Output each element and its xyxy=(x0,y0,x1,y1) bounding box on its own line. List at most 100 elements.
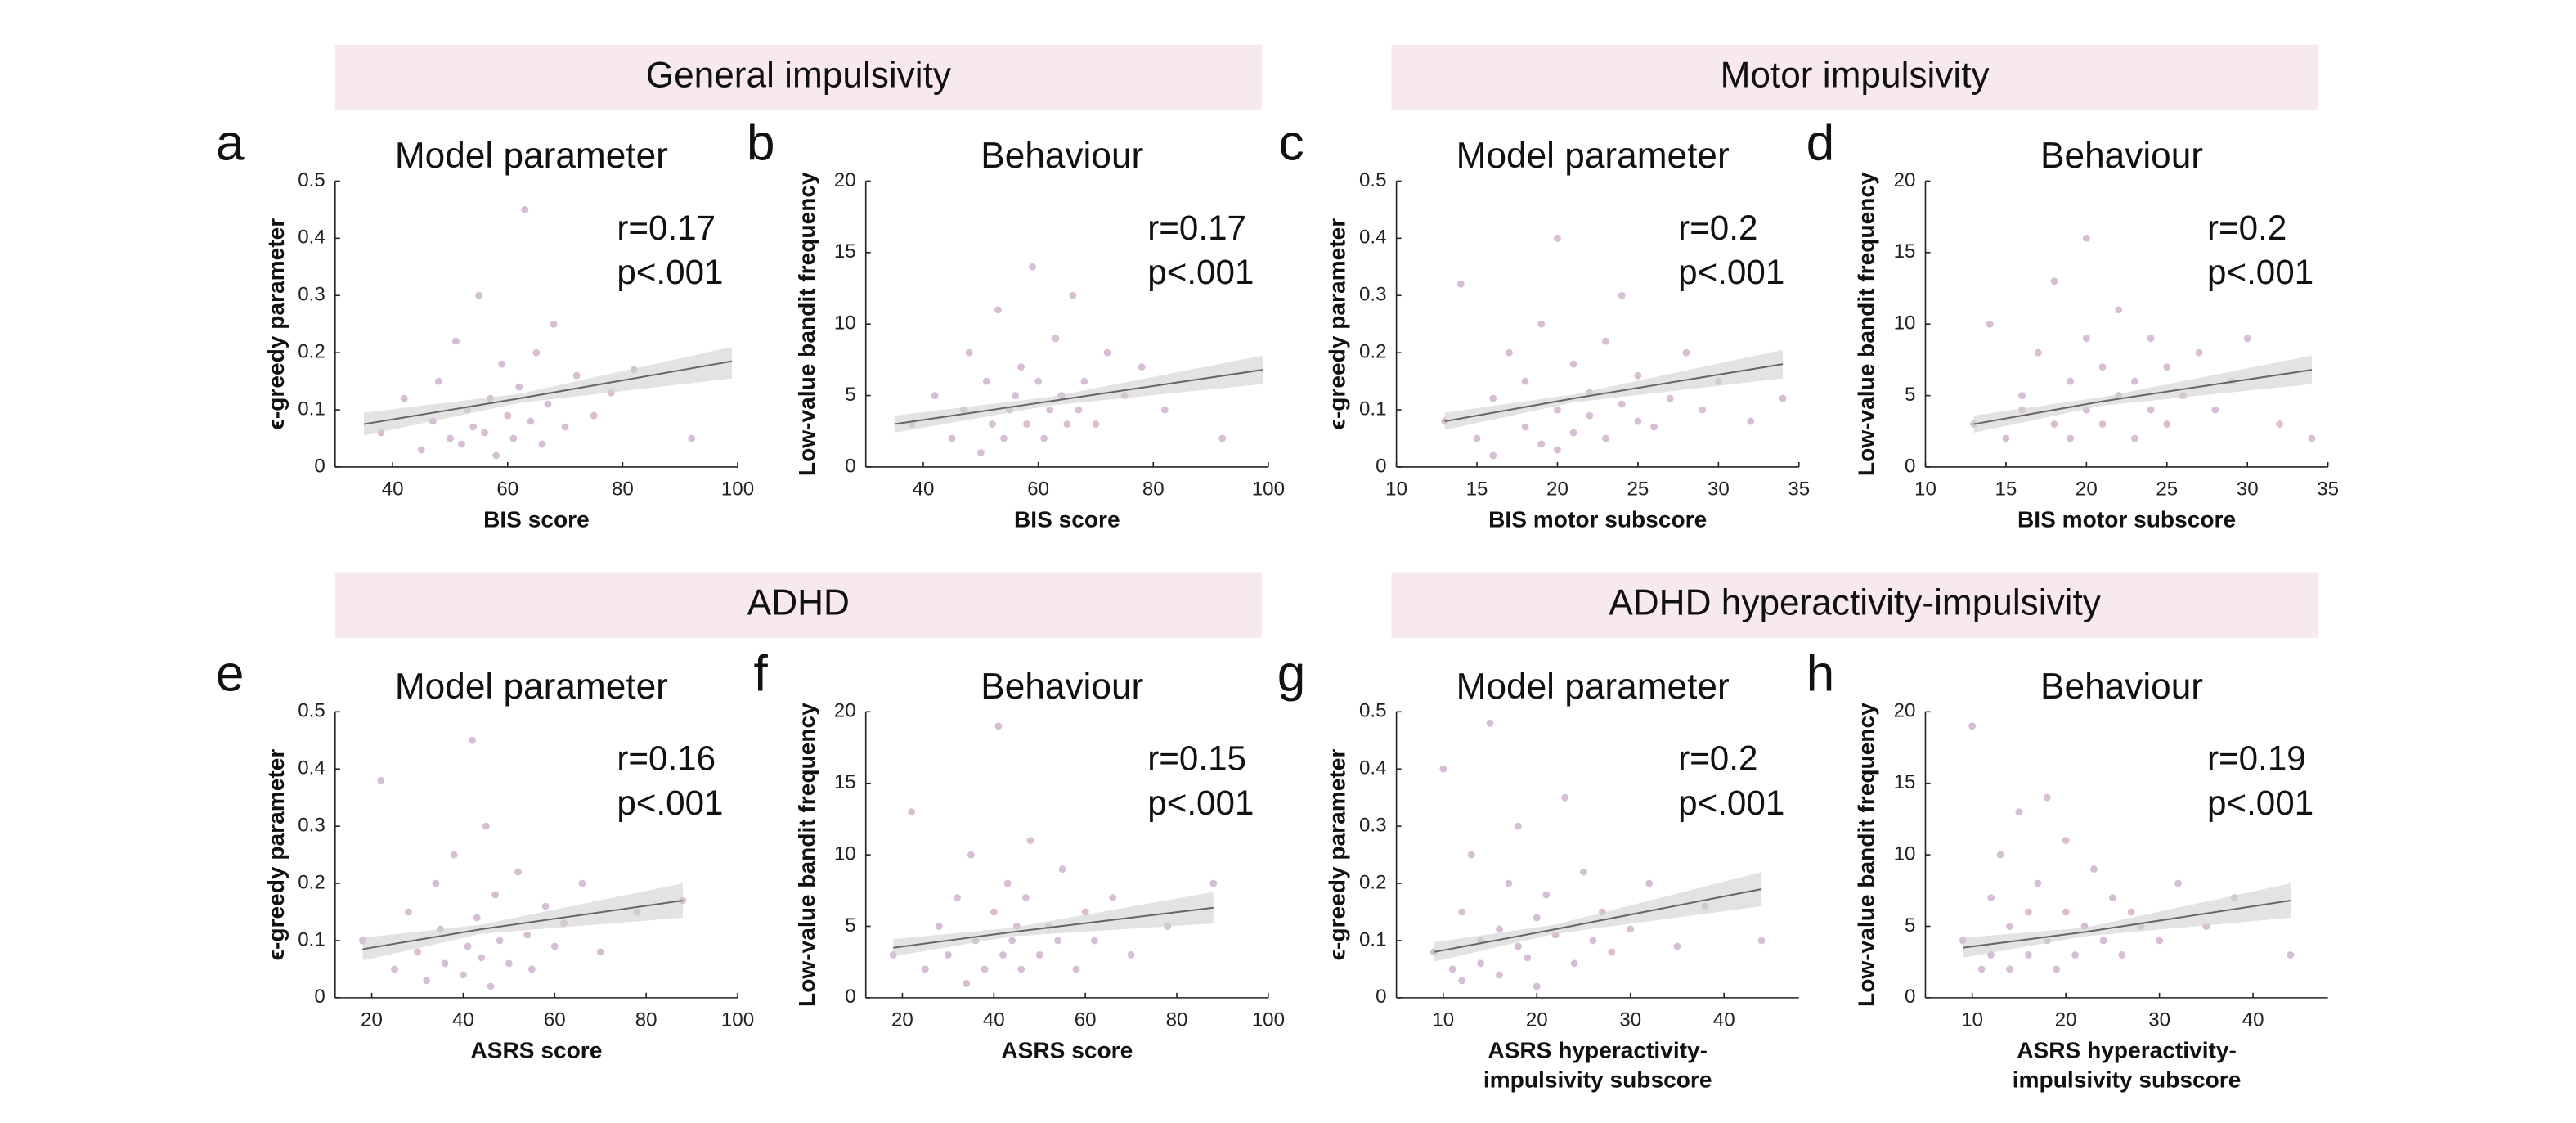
annotation: p<.001 xyxy=(617,784,723,822)
data-point xyxy=(1554,446,1561,454)
data-point xyxy=(2163,363,2171,371)
data-point xyxy=(1521,377,1529,385)
data-point xyxy=(1138,363,1146,371)
data-point xyxy=(1477,959,1485,968)
data-point xyxy=(460,971,467,979)
data-point xyxy=(1069,291,1077,299)
data-point xyxy=(2024,951,2032,959)
y-axis-label: Low-value bandit frequency xyxy=(794,703,819,1007)
y-tick-label: 5 xyxy=(1905,914,1915,937)
data-point xyxy=(572,371,581,380)
data-point xyxy=(1052,335,1060,343)
panel-letter: d xyxy=(1806,115,1835,172)
data-point xyxy=(1586,411,1594,420)
data-point xyxy=(1561,793,1569,802)
x-tick-label: 20 xyxy=(361,1008,383,1031)
data-point xyxy=(521,205,529,213)
data-point xyxy=(391,965,398,973)
annotation: p<.001 xyxy=(1147,784,1254,822)
data-point xyxy=(1081,908,1089,916)
x-tick-label: 30 xyxy=(2148,1008,2170,1031)
y-tick-label: 0 xyxy=(314,986,325,1008)
x-tick-label: 60 xyxy=(1027,478,1049,500)
confidence-band xyxy=(893,892,1214,957)
x-tick-label: 20 xyxy=(1546,478,1568,500)
panel-title: Model parameter xyxy=(395,667,668,707)
data-point xyxy=(538,440,546,448)
data-point xyxy=(1570,959,1578,968)
y-tick-label: 0.3 xyxy=(298,284,325,306)
data-point xyxy=(2053,965,2061,973)
data-point xyxy=(2287,951,2295,959)
x-tick-label: 60 xyxy=(544,1008,566,1031)
annotation: r=0.16 xyxy=(617,739,716,778)
data-point xyxy=(1496,971,1503,979)
confidence-band xyxy=(1444,349,1784,430)
data-point xyxy=(504,411,512,420)
x-tick-label: 35 xyxy=(1788,478,1810,500)
data-point xyxy=(2018,392,2026,400)
panel-letter: a xyxy=(216,115,245,172)
x-tick-label: 40 xyxy=(382,478,404,500)
y-tick-label: 0.4 xyxy=(298,757,325,779)
panel-letter: h xyxy=(1806,646,1835,703)
y-axis-label: ϵ-greedy parameter xyxy=(263,749,289,961)
data-point xyxy=(482,822,490,830)
data-point xyxy=(1040,434,1048,442)
data-point xyxy=(981,965,989,973)
x-tick-label: 15 xyxy=(1466,478,1488,500)
y-tick-label: 0 xyxy=(1376,986,1386,1008)
data-point xyxy=(2163,420,2171,428)
y-axis-label: Low-value bandit frequency xyxy=(794,172,819,476)
panel-title: Model parameter xyxy=(1456,136,1730,176)
y-tick-label: 0 xyxy=(314,455,325,477)
data-point xyxy=(1054,937,1062,945)
panel-letter: g xyxy=(1277,646,1306,703)
data-point xyxy=(1058,865,1066,873)
data-point xyxy=(1977,965,1986,973)
annotation: p<.001 xyxy=(2207,253,2313,291)
data-point xyxy=(1022,894,1030,901)
x-tick-label: 15 xyxy=(1995,478,2017,500)
data-point xyxy=(963,979,971,987)
data-point xyxy=(414,948,421,956)
y-tick-label: 20 xyxy=(1894,700,1916,722)
data-point xyxy=(1458,977,1466,985)
x-tick-label: 10 xyxy=(1914,478,1936,500)
annotation: r=0.2 xyxy=(1678,209,1757,247)
data-point xyxy=(2276,420,2284,428)
y-tick-label: 0 xyxy=(845,986,855,1008)
x-tick-label: 20 xyxy=(2076,478,2098,500)
y-axis-label: ϵ-greedy parameter xyxy=(263,218,289,430)
data-point xyxy=(2308,434,2316,442)
y-tick-label: 0.4 xyxy=(1359,227,1387,249)
y-tick-label: 15 xyxy=(1894,771,1916,793)
confidence-band xyxy=(1434,872,1761,962)
x-tick-label: 80 xyxy=(1166,1008,1188,1031)
data-point xyxy=(1489,451,1497,460)
fit-line xyxy=(1434,888,1762,953)
data-point xyxy=(492,451,500,460)
panel-title: Model parameter xyxy=(395,136,668,176)
data-point xyxy=(1524,954,1532,962)
data-point xyxy=(541,902,550,910)
data-point xyxy=(2130,377,2138,385)
y-tick-label: 5 xyxy=(1905,384,1915,406)
x-axis-label: BIS motor subscore xyxy=(2017,507,2236,532)
x-tick-label: 100 xyxy=(721,1008,754,1031)
data-point xyxy=(1012,392,1019,400)
y-tick-label: 0.1 xyxy=(298,928,325,950)
data-point xyxy=(1017,363,1025,371)
data-point xyxy=(1602,434,1609,442)
header-band xyxy=(1391,44,2318,111)
panel-letter: f xyxy=(753,646,768,703)
data-point xyxy=(2006,923,2013,930)
x-axis-label: ASRS hyperactivity- xyxy=(2017,1038,2237,1063)
y-tick-label: 20 xyxy=(834,700,856,722)
y-tick-label: 0.1 xyxy=(1359,398,1387,420)
data-point xyxy=(434,377,442,385)
y-axis-label: Low-value bandit frequency xyxy=(1854,703,1879,1007)
y-tick-label: 20 xyxy=(834,169,856,191)
data-point xyxy=(400,394,408,402)
